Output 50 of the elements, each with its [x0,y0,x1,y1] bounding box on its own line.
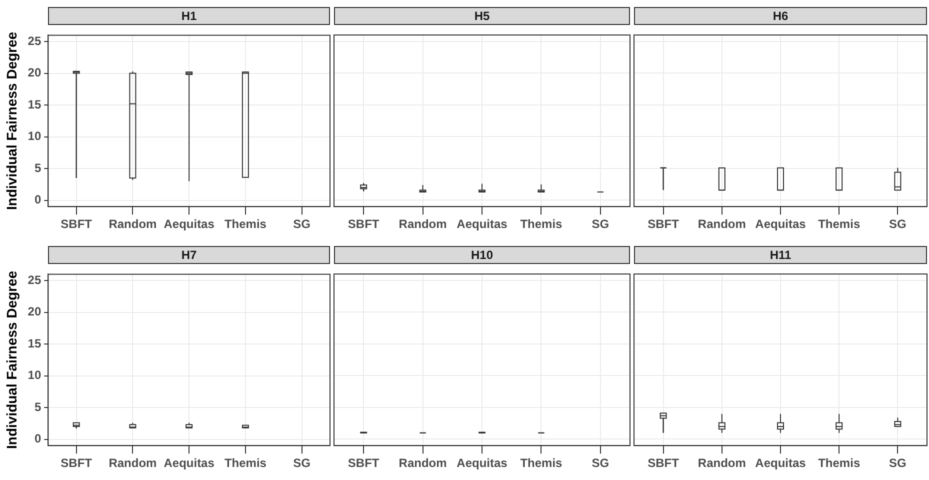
x-tick-label: SG [889,217,906,232]
chart-title: H5 [334,7,630,25]
x-tick-label: Aequitas [456,217,508,232]
x-tick-label: Themis [520,217,563,232]
x-tick-label: Aequitas [456,456,508,470]
y-tick-label: 10 [28,129,42,144]
chart-title: H1 [48,7,330,25]
x-tick-label: Random [398,217,447,232]
x-tick-label: SG [293,217,310,232]
x-tick-label: SBFT [348,217,380,232]
x-tick-label: SBFT [648,456,680,470]
x-tick-label: SG [293,456,310,470]
x-tick-label: SBFT [348,456,380,470]
x-tick-label: SBFT [60,456,93,470]
x-tick-label: SG [889,456,906,470]
y-tick-label: 10 [28,368,42,382]
chart-title: H11 [634,246,927,264]
x-tick-label: SBFT [648,217,680,232]
x-tick-label: Themis [818,217,860,232]
chart-title: H7 [48,246,330,264]
x-tick-label: Aequitas [164,456,215,470]
y-tick-label: 25 [28,272,42,287]
y-tick-label: 0 [34,432,42,446]
x-tick-label: Random [698,456,746,470]
x-tick-label: Aequitas [164,217,215,232]
y-tick-label: 25 [28,34,42,48]
y-tick-label: 5 [34,160,42,175]
y-tick-label: 20 [28,66,42,80]
x-tick-label: Random [108,217,157,232]
x-tick-label: Random [398,456,447,470]
x-tick-label: Themis [818,456,860,470]
chart-title: H10 [334,246,630,264]
x-tick-label: Themis [520,456,563,470]
y-tick-label: 0 [34,192,42,207]
chart-title: H6 [634,7,927,25]
x-tick-label: SBFT [60,217,93,232]
y-tick-label: 5 [34,400,42,414]
y-axis-title: Individual Fairness Degree [3,270,20,449]
x-tick-label: Random [698,217,746,232]
x-tick-label: Aequitas [755,456,806,470]
x-tick-label: SG [592,456,610,470]
x-tick-label: Aequitas [755,217,806,232]
x-tick-label: Random [108,456,157,470]
x-tick-label: Themis [224,456,267,470]
y-tick-label: 20 [28,304,42,319]
x-tick-label: Themis [224,217,267,232]
y-axis-title: Individual Fairness Degree [3,32,20,210]
x-tick-label: SG [592,217,610,232]
y-tick-label: 15 [28,97,42,112]
y-tick-label: 15 [28,336,42,350]
